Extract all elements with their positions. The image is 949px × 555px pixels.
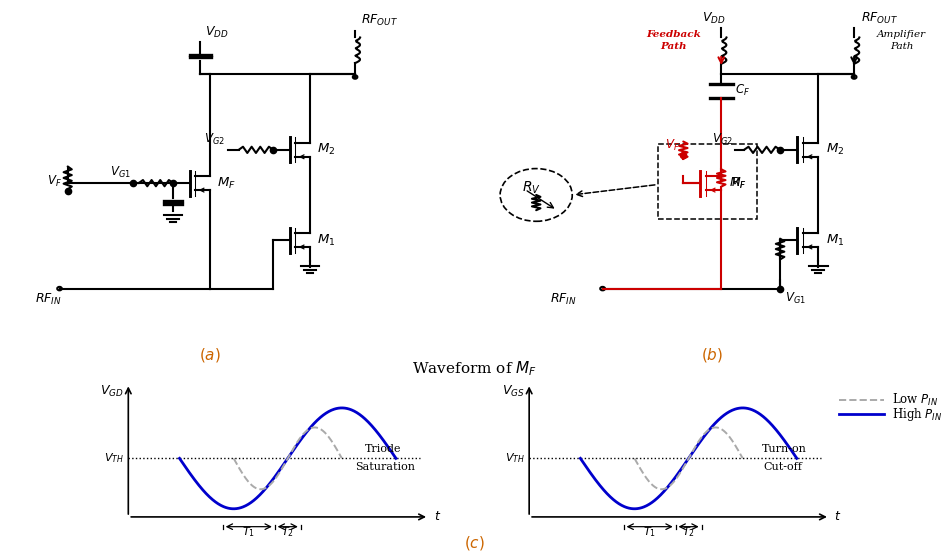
Text: Waveform of $M_F$: Waveform of $M_F$ (412, 360, 537, 379)
Text: $V_{G2}$: $V_{G2}$ (204, 132, 225, 147)
Text: $V_{G2}$: $V_{G2}$ (712, 132, 733, 147)
Text: $V_{TH}$: $V_{TH}$ (103, 451, 123, 465)
Text: $M_F$: $M_F$ (216, 175, 235, 191)
Text: $V_{DD}$: $V_{DD}$ (205, 25, 229, 41)
Text: Triode: Triode (365, 444, 401, 454)
Text: $RF_{OUT}$: $RF_{OUT}$ (362, 13, 399, 28)
Text: $(c)$: $(c)$ (464, 534, 485, 552)
Text: $V_{TH}$: $V_{TH}$ (505, 451, 525, 465)
Text: $(b)$: $(b)$ (700, 346, 723, 364)
Text: $t$: $t$ (834, 511, 842, 523)
Text: $M_2$: $M_2$ (826, 142, 844, 158)
Text: Cut-off: Cut-off (764, 462, 803, 472)
Text: $V_{G1}$: $V_{G1}$ (110, 165, 131, 180)
Text: $M_1$: $M_1$ (317, 233, 335, 248)
Text: Low $P_{IN}$: Low $P_{IN}$ (892, 392, 938, 408)
Text: Saturation: Saturation (355, 462, 416, 472)
Text: $M_1$: $M_1$ (826, 233, 844, 248)
Text: $M_2$: $M_2$ (317, 142, 335, 158)
Text: $R_V$: $R_V$ (522, 180, 541, 196)
Text: $V_{G1}$: $V_{G1}$ (785, 291, 806, 306)
Text: $V_{DD}$: $V_{DD}$ (702, 11, 725, 27)
Text: $t$: $t$ (434, 511, 440, 523)
Text: $R_F$: $R_F$ (731, 175, 746, 191)
Text: Turn-on: Turn-on (762, 444, 807, 454)
Text: $RF_{OUT}$: $RF_{OUT}$ (861, 11, 898, 27)
Text: High $P_{IN}$: High $P_{IN}$ (892, 406, 942, 423)
Text: $T_2$: $T_2$ (682, 526, 695, 539)
Text: $RF_{IN}$: $RF_{IN}$ (550, 292, 577, 307)
Text: $T_1$: $T_1$ (242, 526, 255, 539)
Text: $(a)$: $(a)$ (198, 346, 220, 364)
Text: $V_F$: $V_F$ (47, 174, 63, 189)
Text: $T_1$: $T_1$ (643, 526, 656, 539)
Text: $V_{GD}$: $V_{GD}$ (100, 384, 123, 398)
Text: $M_F$: $M_F$ (729, 175, 747, 191)
Text: $C_F$: $C_F$ (735, 83, 750, 98)
Text: $T_2$: $T_2$ (281, 526, 294, 539)
Text: $RF_{IN}$: $RF_{IN}$ (35, 292, 62, 307)
Text: $V_{GS}$: $V_{GS}$ (502, 384, 525, 398)
Text: Feedback
Path: Feedback Path (646, 30, 701, 51)
Text: $V_F$: $V_F$ (664, 138, 679, 153)
Text: Amplifier
Path: Amplifier Path (877, 30, 926, 51)
